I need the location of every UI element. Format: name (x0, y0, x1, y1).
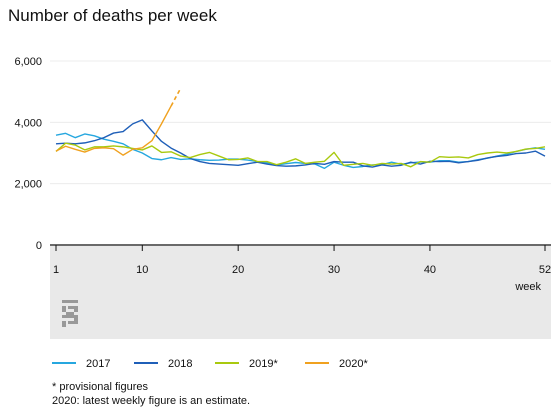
series-line-2018 (55, 119, 546, 168)
y-tick-label-0: 0 (36, 240, 42, 252)
legend-label-2019: 2019* (249, 358, 278, 370)
cbs-logo-icon (62, 300, 78, 327)
x-tick-label-30: 30 (328, 264, 340, 276)
legend-item-2018: 2018 (134, 358, 192, 370)
footnote-estimate: 2020: latest weekly figure is an estimat… (52, 395, 251, 407)
legend-label-2017: 2017 (86, 358, 111, 370)
y-tick-label-6000: 6,000 (14, 56, 42, 68)
y-tick-label-2000: 2,000 (14, 179, 42, 191)
legend-swatch-2020 (305, 362, 329, 365)
legend-item-2019: 2019* (215, 358, 278, 370)
x-tick-label-40: 40 (424, 264, 436, 276)
x-tick-label-20: 20 (232, 264, 244, 276)
footnotes: * provisional figures 2020: latest weekl… (52, 380, 250, 408)
x-axis-label: week (514, 281, 541, 293)
legend-swatch-2017 (52, 362, 76, 365)
legend-item-2020: 2020* (305, 358, 368, 370)
y-tick-label-4000: 4,000 (14, 117, 42, 129)
plot-footer-band (50, 246, 551, 339)
legend-label-2020: 2020* (339, 358, 368, 370)
legend-label-2018: 2018 (168, 358, 193, 370)
x-tick-label-1: 1 (53, 264, 59, 276)
legend-swatch-2018 (134, 362, 158, 365)
footnote-provisional: * provisional figures (52, 381, 148, 393)
chart-title: Number of deaths per week (8, 6, 217, 25)
series-estimate-2020 (170, 87, 182, 107)
legend-item-2017: 2017 (52, 358, 110, 370)
series-line-2020 (55, 105, 172, 156)
legend-swatch-2019 (215, 362, 239, 365)
x-tick-label-10: 10 (136, 264, 148, 276)
x-tick-label-52: 52 (539, 264, 551, 276)
